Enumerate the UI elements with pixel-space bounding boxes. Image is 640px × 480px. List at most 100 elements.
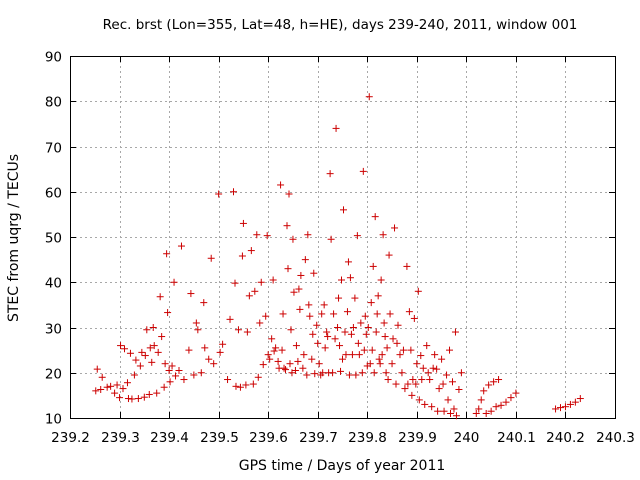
data-point [297, 271, 305, 279]
data-point [361, 312, 369, 320]
data-point [571, 398, 579, 406]
data-point [304, 231, 312, 239]
data-point [372, 328, 380, 336]
data-point [347, 330, 355, 338]
data-point [264, 351, 272, 359]
data-point [165, 366, 173, 374]
data-point [371, 213, 379, 221]
data-point [490, 378, 498, 386]
data-point [339, 206, 347, 214]
data-point [337, 367, 345, 375]
data-point [393, 339, 401, 347]
data-point [226, 315, 234, 323]
x-tick-label: 239.8 [348, 430, 387, 446]
data-point [314, 339, 322, 347]
data-point [495, 376, 503, 384]
x-axis-label: GPS time / Days of year 2011 [239, 458, 446, 474]
data-point [201, 344, 209, 352]
data-point [324, 333, 332, 341]
data-point [396, 351, 404, 359]
data-point [443, 371, 451, 379]
data-point [412, 380, 420, 388]
data-point [247, 247, 255, 255]
data-point [392, 380, 400, 388]
data-point [262, 312, 270, 320]
data-point [327, 235, 335, 243]
data-point [232, 382, 240, 390]
y-tick-label: 40 [45, 276, 62, 292]
data-point [451, 328, 459, 336]
data-point [502, 398, 510, 406]
data-point [335, 294, 343, 302]
data-point [170, 278, 178, 286]
data-point [305, 301, 313, 309]
data-point [138, 348, 146, 356]
data-point [318, 310, 326, 318]
data-point [185, 346, 193, 354]
data-point [409, 376, 417, 384]
tick-labels: 239.2 239.3 239.4 239.5 239.6 239.7 239.8 239.9… [45, 50, 635, 447]
data-point [472, 409, 480, 417]
data-point [292, 342, 300, 350]
data-point [421, 400, 429, 408]
data-point [352, 371, 360, 379]
data-point [268, 335, 276, 343]
data-point [457, 369, 465, 377]
data-point [566, 400, 574, 408]
data-point [357, 319, 365, 327]
data-point [308, 355, 316, 363]
data-point [121, 345, 128, 353]
x-tick-label: 240.3 [596, 430, 635, 446]
data-point [136, 362, 144, 370]
y-tick-label: 50 [45, 231, 62, 247]
data-point [239, 219, 247, 227]
data-point [207, 254, 215, 262]
data-point [257, 278, 265, 286]
data-point [168, 362, 176, 370]
data-point [345, 371, 353, 379]
data-point [329, 369, 337, 377]
data-point [290, 288, 298, 296]
data-point [163, 250, 171, 258]
data-point [279, 310, 287, 318]
data-point [300, 351, 308, 359]
y-axis-label: STEC from uqrg / TECUs [6, 154, 22, 322]
data-point [367, 299, 375, 307]
data-point [119, 385, 127, 393]
data-point [272, 344, 280, 352]
data-point [485, 381, 493, 389]
data-point [355, 351, 363, 359]
data-point [164, 309, 172, 317]
data-point [190, 371, 198, 379]
data-point [405, 308, 413, 316]
data-point [123, 379, 131, 387]
data-point [270, 347, 278, 355]
data-point [277, 181, 285, 189]
y-tick-label: 60 [45, 186, 62, 202]
data-point [231, 279, 239, 287]
data-point [369, 262, 377, 270]
data-point [389, 335, 397, 343]
data-point [370, 369, 378, 377]
data-point [154, 348, 162, 356]
data-point [557, 404, 564, 412]
data-point [175, 366, 183, 374]
grid-lines [70, 56, 615, 418]
y-tick-label: 20 [45, 367, 62, 383]
data-point [440, 407, 448, 415]
x-tick-label: 240.1 [497, 430, 536, 446]
x-tick-label: 239.2 [51, 430, 90, 446]
data-point [98, 373, 106, 381]
data-point [245, 292, 253, 300]
data-point [348, 351, 356, 359]
data-point [368, 346, 376, 354]
data-point [419, 364, 427, 372]
data-point [319, 369, 327, 377]
data-point [219, 340, 227, 348]
data-point [482, 409, 490, 417]
x-tick-label: 239.5 [200, 430, 239, 446]
data-point [343, 308, 351, 316]
data-point [313, 321, 321, 329]
data-point [323, 328, 331, 336]
x-tick-label: 240.2 [546, 430, 585, 446]
